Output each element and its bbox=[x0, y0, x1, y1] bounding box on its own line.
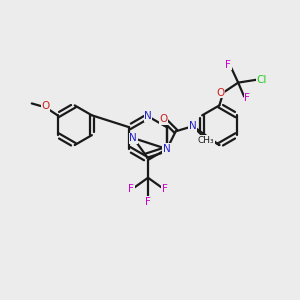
Text: F: F bbox=[145, 196, 151, 206]
Text: O: O bbox=[216, 88, 224, 98]
Text: CH₃: CH₃ bbox=[198, 136, 214, 145]
Text: F: F bbox=[162, 184, 168, 194]
Text: F: F bbox=[244, 94, 250, 103]
Text: N: N bbox=[144, 111, 152, 121]
Text: O: O bbox=[41, 101, 50, 111]
Text: O: O bbox=[159, 114, 168, 124]
Text: N: N bbox=[130, 133, 137, 143]
Text: F: F bbox=[225, 60, 231, 70]
Text: Cl: Cl bbox=[257, 75, 267, 85]
Text: N: N bbox=[163, 144, 171, 154]
Text: N: N bbox=[189, 121, 197, 131]
Text: F: F bbox=[128, 184, 134, 194]
